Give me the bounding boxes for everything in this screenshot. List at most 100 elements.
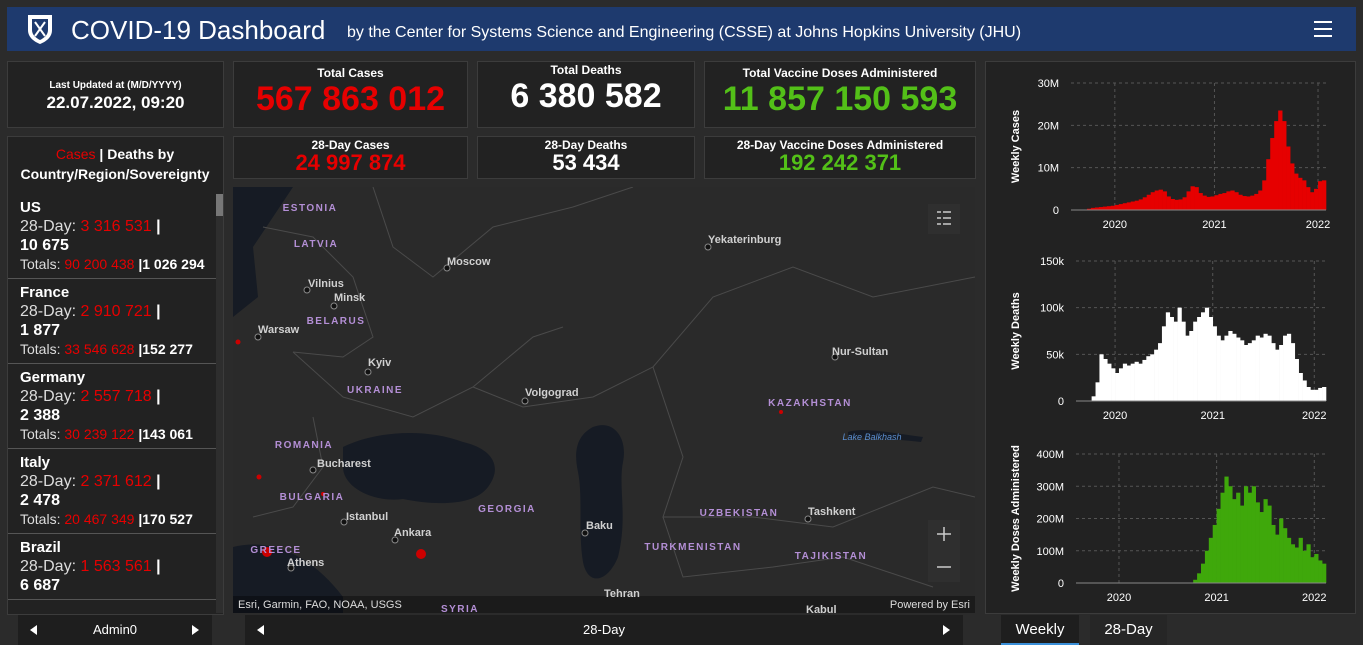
total-cases-panel: Total Cases 567 863 012 [233,61,468,128]
bar [1170,198,1175,210]
x-tick-label: 2020 [1103,219,1127,231]
country-name: Italy [20,454,51,471]
bar [1275,349,1280,401]
bar [1182,197,1187,210]
bar [1181,321,1186,401]
total-deaths-panel: Total Deaths 6 380 582 [477,61,695,128]
bar [1218,193,1223,210]
bar [1263,333,1268,401]
bar [1204,550,1210,583]
bar [1240,340,1245,401]
list-nav-label: Admin0 [92,622,138,637]
bar [1198,193,1203,210]
map-nav-label: 28-Day [583,622,625,637]
bar [1232,333,1237,401]
bar [1134,200,1140,210]
bar [1298,373,1303,401]
bar [1091,396,1096,401]
scrollbar-thumb[interactable] [216,194,223,216]
country-item[interactable]: Italy 28-Day: 2 371 612 | 2 478 Totals: 20 … [8,449,216,534]
bar [1246,196,1251,210]
bar [1214,195,1219,210]
totals-line: Totals: 33 546 628 |152 277 [20,340,210,359]
bar [1166,196,1171,210]
stat-value: 6 380 582 [510,77,662,115]
bar [1220,340,1225,401]
prev-button[interactable] [30,625,38,635]
total-cases: 30 239 122 [64,426,135,442]
bar [1240,505,1245,583]
y-tick-label: 300M [1036,481,1064,493]
separator: | [156,303,161,320]
title-separator: | [99,146,104,162]
tab-28-day[interactable]: 28-Day [1090,615,1167,645]
prev-button[interactable] [257,625,265,635]
bar [1274,121,1279,210]
totals-line: Totals: 90 200 438 |1 026 294 [20,255,210,274]
menu-button[interactable] [1313,20,1333,38]
bar [1212,326,1217,401]
next-button[interactable] [943,625,951,635]
country-item[interactable]: Germany 28-Day: 2 557 718 | 2 388 Totals: 3… [8,364,216,449]
bar [1259,512,1264,583]
bar [1186,191,1191,210]
bar [1294,359,1299,401]
bar [1210,196,1215,210]
day28-line: 28-Day: 2 557 718 | [20,387,210,406]
day28-label: 28-Day: [20,558,77,575]
country-item[interactable]: US 28-Day: 3 316 531 | 10 675 Totals: 90 20… [8,194,216,279]
tab-weekly[interactable]: Weekly [1001,615,1079,645]
totals-label: Totals: [20,256,61,272]
bar [1098,207,1104,210]
day28-label: 28-Day: [20,388,77,405]
y-tick-label: 200M [1036,514,1064,526]
bar [1224,476,1229,583]
bar [1146,356,1151,401]
day28-cases: 2 371 612 [80,473,152,490]
bar [1202,195,1207,210]
bar [1185,335,1190,401]
stat-value: 192 242 371 [778,150,902,175]
bar [1266,159,1271,210]
y-tick-label: 400M [1036,449,1064,461]
totals-label: Totals: [20,511,61,527]
bar [1126,365,1131,401]
day28-deaths: 10 675 [20,237,69,254]
total-cases: 33 546 628 [64,341,135,357]
country-item[interactable]: France 28-Day: 2 910 721 | 1 877 Totals: 33… [8,279,216,364]
stat-label: Total Deaths [550,63,622,77]
y-tick-label: 150k [1040,256,1064,268]
bar [1255,502,1260,583]
city-label: Baku [586,520,613,532]
borders [252,187,975,588]
powered-by: Powered by Esri [890,599,970,611]
bar [1238,194,1243,210]
separator: | [156,473,161,490]
black-sea [343,432,495,504]
bar [1154,349,1159,401]
bar [1201,563,1206,583]
bar [1126,202,1132,210]
bar [1114,204,1120,210]
next-button[interactable] [192,625,200,635]
bar [1270,138,1275,210]
last-updated-panel: Last Updated at (M/D/YYYY) 22.07.2022, 0… [7,61,224,128]
bar [1310,389,1315,401]
total-deaths: 1 026 294 [142,256,205,272]
country-label: LATVIA [294,239,338,250]
map[interactable]: ESTONIA LATVIA BELARUS UKRAINE ROMANIA BULGAR… [233,187,975,613]
bar [1193,321,1198,401]
bar [1115,373,1120,401]
layer-list-button[interactable] [928,204,960,234]
y-tick-label: 100k [1040,303,1064,315]
bar [1107,363,1112,401]
bar [1322,563,1327,583]
separator: | [138,511,143,527]
bar [1283,528,1288,583]
x-tick-label: 2022 [1306,219,1330,231]
bar [1118,368,1124,401]
x-tick-label: 2022 [1302,592,1326,604]
city-label: Yekaterinburg [708,234,781,246]
country-item[interactable]: Brazil 28-Day: 1 563 561 | 6 687 [8,534,216,600]
bar [1154,190,1159,210]
